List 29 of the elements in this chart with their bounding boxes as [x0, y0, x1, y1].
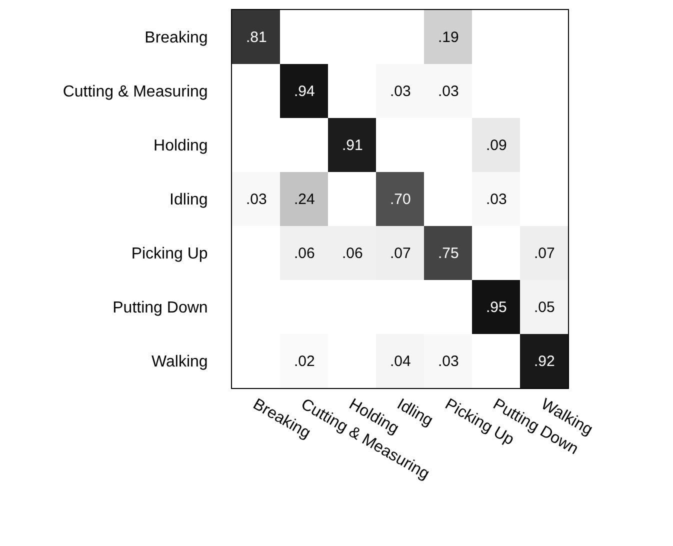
data-label: .24 [294, 191, 315, 208]
y-tick-label: Holding [154, 138, 208, 155]
data-label: .04 [390, 353, 411, 370]
data-label: .03 [246, 191, 267, 208]
data-label: .02 [294, 353, 315, 370]
y-tick-label: Putting Down [112, 300, 208, 317]
data-label: .03 [390, 83, 411, 100]
data-label: .03 [486, 191, 507, 208]
data-label: .05 [534, 299, 555, 316]
y-tick-label: Breaking [144, 30, 208, 47]
data-label: .19 [438, 29, 459, 46]
y-tick-label: Cutting & Measuring [62, 84, 208, 101]
data-label: .95 [486, 299, 507, 316]
data-label: .03 [438, 353, 459, 370]
data-label: .75 [438, 245, 459, 262]
data-label: .07 [390, 245, 411, 262]
data-label: .03 [438, 83, 459, 100]
data-label: .09 [486, 137, 507, 154]
data-label: .92 [534, 353, 555, 370]
data-label: .07 [534, 245, 555, 262]
y-tick-label: Idling [170, 192, 208, 209]
data-label: .70 [390, 191, 411, 208]
data-label: .06 [294, 245, 315, 262]
data-label: .94 [294, 83, 315, 100]
y-tick-label: Walking [151, 354, 208, 371]
data-label: .81 [246, 29, 267, 46]
data-label: .91 [342, 137, 363, 154]
data-label: .06 [342, 245, 363, 262]
y-tick-label: Picking Up [131, 246, 208, 263]
